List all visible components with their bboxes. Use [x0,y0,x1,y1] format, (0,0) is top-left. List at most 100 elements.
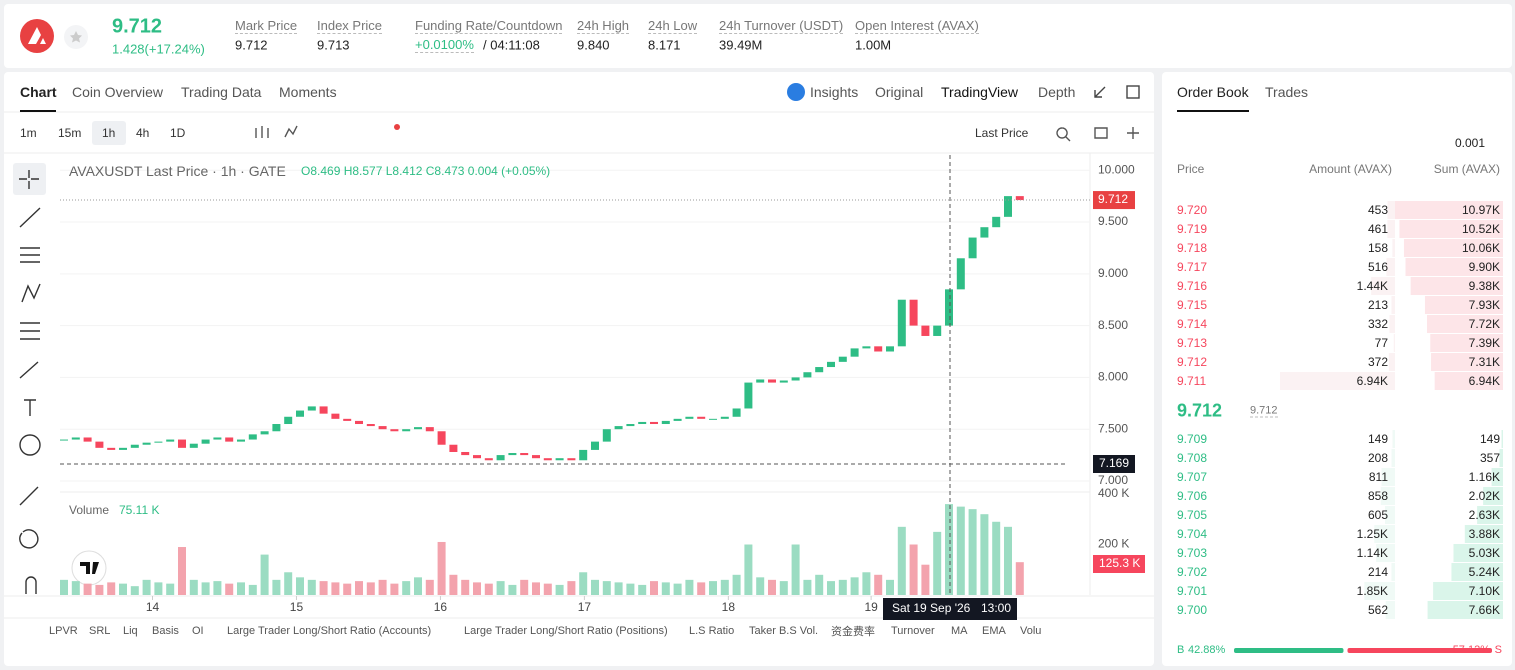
volume-bar [992,521,1001,595]
candle [591,441,599,450]
candle [237,439,245,442]
indicator-tab[interactable]: Basis [152,625,179,637]
amount-depth-bar [1385,601,1395,619]
chart-view-tab[interactable]: Depth [1038,84,1076,100]
candle [697,416,706,419]
interval[interactable]: 1D [170,126,186,140]
indicator-tab[interactable]: 资金费率 [831,626,875,638]
amount-depth-bar [1391,296,1395,314]
precision-select[interactable]: 0.001 [1454,136,1485,150]
indicator-tab[interactable]: EMA [982,625,1006,637]
interval[interactable]: 15m [58,126,82,140]
amount-depth-bar [1376,544,1395,562]
volume-bar [650,581,658,595]
volume-bar [237,582,245,595]
indicator-tab[interactable]: Large Trader Long/Short Ratio (Positions… [464,625,668,637]
book-amount: 516 [1367,260,1388,274]
volume-bar [284,572,293,595]
volume-bar [473,582,481,595]
y-tick-label: 9.500 [1098,214,1128,228]
indicator-tab[interactable]: Volu [1020,625,1042,637]
candle [543,458,552,461]
book-amount: 811 [1368,470,1388,484]
indicator-tab[interactable]: Large Trader Long/Short Ratio (Accounts) [227,625,432,637]
chart-view-tab[interactable]: TradingView [941,84,1019,100]
stat-value: 1.00M [855,37,892,53]
candle [414,427,422,430]
toolbar-icons[interactable] [255,125,1139,142]
volume-bar [189,579,198,595]
interval[interactable]: 1h [102,126,116,140]
crosshair-icon [19,170,39,189]
book-amount: 1.44K [1356,279,1388,293]
tab[interactable]: Coin Overview [72,84,164,100]
indicator-tab[interactable]: Turnover [891,625,935,637]
candle [60,439,68,441]
indicator-tab[interactable]: OI [192,625,204,637]
tab[interactable]: Moments [279,84,337,100]
amount-depth-bar [1371,277,1395,295]
book-price: 9.716 [1177,279,1208,293]
volume-bar [355,581,363,595]
price-type-select[interactable]: Last Price [975,126,1029,140]
candle [956,258,965,290]
indicator-tab[interactable]: LPVR [49,625,78,637]
candle [142,442,151,445]
book-tab[interactable]: Trades [1265,84,1309,100]
volume-bar [331,582,340,595]
stat-value: 8.171 [648,37,681,53]
active-book-underline [1177,110,1249,112]
chart-view-tab[interactable]: Insights [810,84,859,100]
volume-bar [83,583,92,595]
book-sum: 7.39K [1468,336,1500,350]
indicator-tab[interactable]: Taker B.S Vol. [749,625,819,637]
volume-bar [130,586,139,595]
indicator-tab[interactable]: L.S Ratio [689,625,735,637]
crosshair-tag-bg [1093,455,1135,473]
sell-ratio-bar [1347,648,1492,653]
candle [343,418,352,421]
candle [296,410,304,417]
interval[interactable]: 4h [136,126,150,140]
y-tick-label: 7.000 [1098,473,1128,487]
volume-bar [945,504,953,595]
volume-bar [697,582,706,595]
y-tick-label: 8.000 [1098,370,1128,384]
fullscreen-button[interactable] [1094,86,1106,98]
interval[interactable]: 1m [20,126,37,140]
candle [178,439,186,448]
x-tick-label: 19 [864,600,878,614]
drawing-tools[interactable] [19,207,41,416]
book-price: 9.707 [1177,470,1208,484]
candle [791,377,800,381]
crosshair-time-bg [883,598,1017,620]
volume-bar [886,579,894,595]
tab[interactable]: Chart [20,84,57,100]
buy-ratio: 42.88% [1188,644,1226,656]
drawing-tools[interactable] [19,486,39,594]
volume-bar [543,583,552,595]
coin-logo-mark [28,27,46,44]
layout-button[interactable] [1126,85,1140,99]
volume-bar [496,581,505,595]
chart-view-tab[interactable]: Original [875,84,924,100]
candle [319,406,328,414]
indicator-tab[interactable]: MA [951,625,968,637]
indicator-tab[interactable]: Liq [123,625,138,637]
book-tab[interactable]: Order Book [1177,84,1249,100]
book-price: 9.702 [1177,565,1208,579]
candle [756,379,765,383]
indicator-tab[interactable]: SRL [89,625,111,637]
sum-depth-bar [1491,468,1503,486]
emoji-tool[interactable] [19,434,41,456]
volume-bar [248,584,257,595]
countdown: / 04:11:08 [483,37,540,53]
tab[interactable]: Trading Data [181,84,262,100]
volume-bar [626,583,635,595]
candle [166,439,175,442]
book-amount: 149 [1367,432,1388,446]
book-sum: 9.38K [1468,279,1500,293]
crosshair-tool[interactable] [13,163,46,195]
volume-bar [296,577,304,595]
